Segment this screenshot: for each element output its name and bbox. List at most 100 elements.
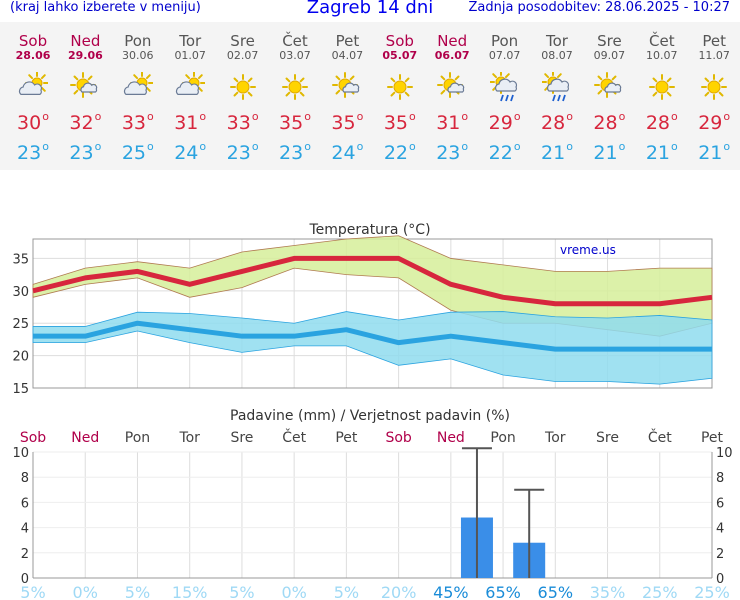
day-name: Tor	[179, 32, 202, 50]
min-temperature-value: 22	[489, 142, 521, 164]
min-temperature: 23	[426, 142, 478, 164]
min-temperature: 21	[531, 142, 583, 164]
max-temperature: 28	[583, 112, 635, 134]
day-date: 04.07	[331, 49, 364, 62]
sun-cloud-icon	[123, 72, 153, 95]
probability-label: 5%	[334, 583, 359, 600]
day-date: 05.07	[382, 49, 418, 62]
y-tick-label-right: 10	[716, 446, 733, 461]
max-temperature: 32	[59, 112, 111, 134]
page-title: Zagreb 14 dni	[306, 0, 434, 18]
min-temperature-value: 23	[69, 142, 101, 164]
max-temperature-line	[32, 255, 713, 307]
min-temperature-value: 23	[436, 142, 468, 164]
day-name: Pon	[490, 32, 519, 50]
sun-small-cloud-icon	[437, 72, 465, 98]
max-temperature: 28	[531, 112, 583, 134]
chart-title: Padavine (mm) / Verjetnost padavin (%)	[230, 408, 510, 424]
chart-title: Temperatura (°C)	[308, 222, 430, 238]
day-name: Ned	[70, 32, 101, 50]
max-temperature-value: 35	[384, 112, 416, 134]
y-tick-label: 30	[12, 285, 29, 300]
probability-label: 0%	[281, 583, 306, 600]
max-temperature-value: 28	[541, 112, 573, 134]
max-temperature: 30	[7, 112, 59, 134]
min-temperature: 22	[374, 142, 426, 164]
max-temperature-value: 30	[17, 112, 49, 134]
probability-label: 65%	[485, 583, 521, 600]
max-temperature: 29	[688, 112, 740, 134]
min-temperature: 23	[7, 142, 59, 164]
min-temperature: 21	[636, 142, 688, 164]
y-tick-label-right: 6	[716, 496, 724, 511]
x-tick-label: Pet	[701, 430, 724, 446]
day-name: Ned	[437, 32, 468, 50]
max-temperature: 29	[479, 112, 531, 134]
min-temperature-value: 23	[17, 142, 49, 164]
location-menu-hint[interactable]: (kraj lahko izberete v meniju)	[10, 0, 201, 15]
day-date: 28.06	[15, 49, 51, 62]
sun-cloud-rain-icon	[542, 72, 570, 102]
day-date: 06.07	[434, 49, 470, 62]
x-tick-label: Sob	[385, 430, 411, 446]
daily-forecast-strip: Sob28.063023Ned29.063223Pon30.063325Tor0…	[0, 22, 740, 170]
max-temperature-value: 28	[593, 112, 625, 134]
y-tick-label: 35	[12, 252, 29, 267]
y-tick-label: 15	[12, 382, 29, 395]
probability-label: 20%	[381, 583, 417, 600]
min-temperature-value: 23	[227, 142, 259, 164]
max-temperature: 31	[164, 112, 216, 134]
x-tick-label: Pon	[125, 430, 150, 446]
min-temperature: 23	[59, 142, 111, 164]
max-temperature: 33	[217, 112, 269, 134]
probability-label: 0%	[73, 583, 98, 600]
sun-small-cloud-icon	[332, 72, 360, 98]
max-temperature-value: 35	[331, 112, 363, 134]
sun-icon	[386, 74, 413, 100]
sun-icon	[229, 74, 256, 100]
precipitation-chart: Padavine (mm) / Verjetnost padavin (%) So…	[0, 400, 740, 600]
min-temperature-value: 24	[331, 142, 363, 164]
probability-label: 5%	[20, 583, 45, 600]
day-name: Čet	[282, 32, 308, 50]
sun-cloud-icon	[176, 72, 206, 95]
min-temperature: 22	[479, 142, 531, 164]
min-temperature-value: 21	[541, 142, 573, 164]
min-temperature: 23	[269, 142, 321, 164]
min-temperature-value: 24	[174, 142, 206, 164]
probability-label: 15%	[172, 583, 208, 600]
max-temperature-value: 28	[646, 112, 678, 134]
day-date: 11.07	[698, 49, 730, 62]
max-temperature-value: 32	[69, 112, 101, 134]
day-date: 29.06	[67, 49, 103, 62]
y-tick-label-left: 8	[21, 471, 29, 486]
sun-small-cloud-icon	[70, 72, 98, 98]
probability-label: 5%	[125, 583, 150, 600]
sun-small-cloud-icon	[594, 72, 622, 98]
day-date: 09.07	[593, 49, 626, 62]
day-date: 03.07	[279, 49, 311, 62]
min-temperature-value: 25	[122, 142, 154, 164]
sun-icon	[282, 74, 308, 100]
min-temperature: 21	[688, 142, 740, 164]
max-temperature-value: 33	[227, 112, 259, 134]
y-tick-label-right: 2	[716, 547, 724, 562]
probability-label: 35%	[590, 583, 626, 600]
min-temperature: 24	[321, 142, 373, 164]
max-temperature-value: 29	[489, 112, 521, 134]
x-tick-label: Tor	[178, 430, 200, 446]
